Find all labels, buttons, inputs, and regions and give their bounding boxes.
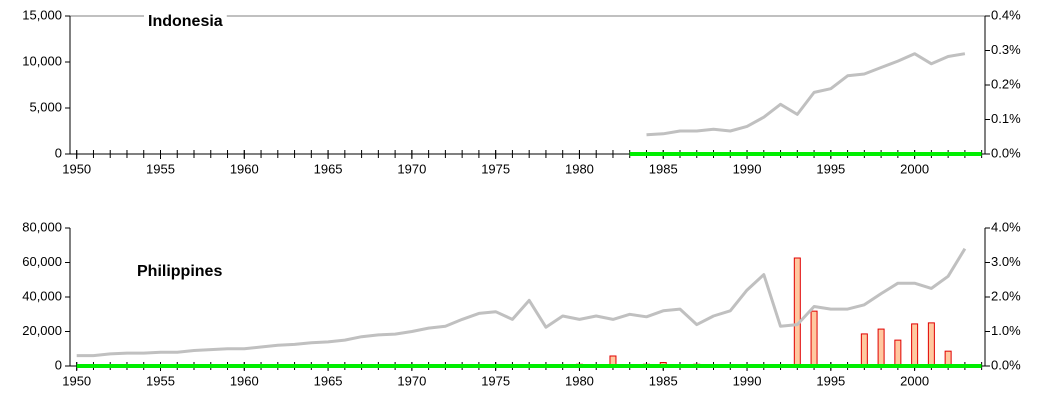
x-tick-label: 1980 [565, 161, 594, 176]
y2-tick-label: 4.0% [991, 219, 1021, 234]
y-tick-label: 15,000 [22, 7, 62, 22]
bar [894, 339, 902, 367]
x-tick-label: 1980 [565, 373, 594, 388]
y-tick-label: 10,000 [22, 53, 62, 68]
x-tick-label: 2000 [900, 161, 929, 176]
y2-tick-label: 0.3% [991, 42, 1021, 57]
x-tick-label: 1955 [146, 161, 175, 176]
bar [860, 333, 868, 367]
x-tick-label: 1955 [146, 373, 175, 388]
x-tick-label: 1990 [733, 161, 762, 176]
chart-title: Philippines [137, 263, 222, 280]
bar [944, 350, 952, 367]
y-tick-label: 40,000 [22, 288, 62, 303]
x-tick-label: 1985 [649, 161, 678, 176]
x-tick-label: 1975 [481, 161, 510, 176]
bar [877, 328, 885, 367]
bar [793, 257, 801, 367]
y2-tick-label: 2.0% [991, 288, 1021, 303]
title-background [144, 14, 227, 18]
y-tick-label: 5,000 [29, 99, 62, 114]
x-tick-label: 1970 [397, 161, 426, 176]
x-tick-label: 1960 [230, 161, 259, 176]
y-tick-label: 0 [55, 145, 62, 160]
line [646, 52, 966, 137]
x-tick-label: 1975 [481, 373, 510, 388]
x-tick-label: 1970 [397, 373, 426, 388]
chart-title: Indonesia [148, 13, 223, 30]
y2-tick-label: 3.0% [991, 254, 1021, 269]
bar [927, 322, 935, 367]
y2-tick-label: 0.1% [991, 111, 1021, 126]
y-tick-label: 0 [55, 357, 62, 372]
x-tick-label: 1950 [62, 373, 91, 388]
x-tick-label: 1990 [733, 373, 762, 388]
x-tick-label: 1960 [230, 373, 259, 388]
x-tick-label: 2000 [900, 373, 929, 388]
bar [911, 323, 919, 367]
line [76, 247, 967, 358]
y-tick-label: 60,000 [22, 254, 62, 269]
y2-tick-label: 0.0% [991, 145, 1021, 160]
x-tick-label: 1965 [314, 161, 343, 176]
x-tick-label: 1965 [314, 373, 343, 388]
y2-tick-label: 0.2% [991, 76, 1021, 91]
y2-tick-label: 0.0% [991, 357, 1021, 372]
y-tick-label: 80,000 [22, 219, 62, 234]
x-tick-label: 1950 [62, 161, 91, 176]
y2-tick-label: 0.4% [991, 7, 1021, 22]
x-tick-label: 1995 [816, 161, 845, 176]
x-tick-label: 1985 [649, 373, 678, 388]
y2-tick-label: 1.0% [991, 323, 1021, 338]
y-tick-label: 20,000 [22, 323, 62, 338]
bar [810, 310, 818, 367]
x-tick-label: 1995 [816, 373, 845, 388]
